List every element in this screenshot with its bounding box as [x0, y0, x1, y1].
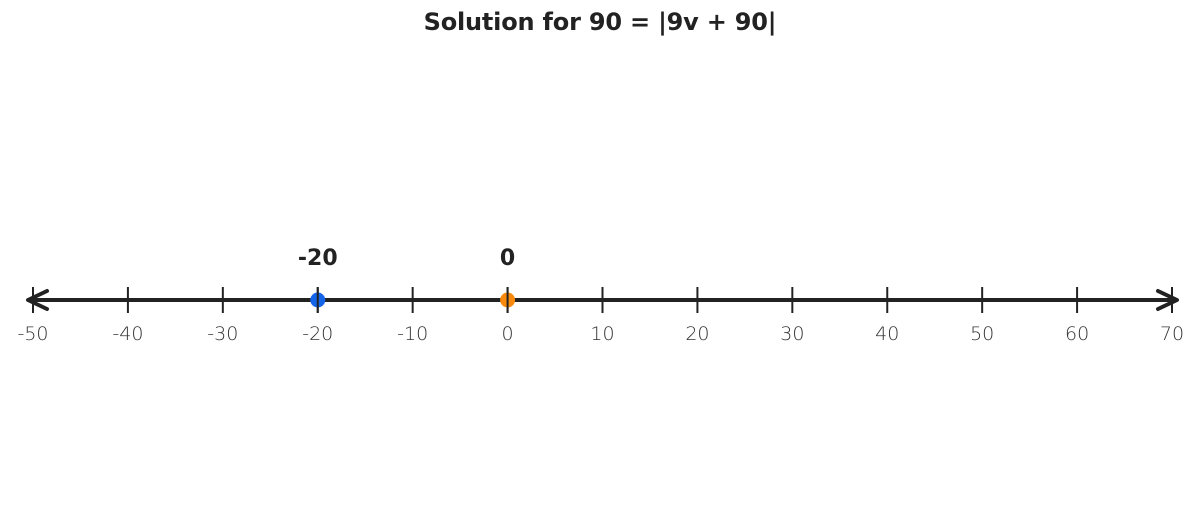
- ticks: -50 -40 -30 -20 -10 0 10 20 30 40 50 60 70: [17, 287, 1184, 345]
- tick-label: -40: [112, 323, 143, 345]
- tick-label: 10: [590, 323, 614, 345]
- tick-label: -10: [397, 323, 428, 345]
- tick-label: -30: [207, 323, 238, 345]
- solution-points: -20 0: [298, 246, 515, 313]
- tick-label: -50: [17, 323, 48, 345]
- tick-label: 30: [780, 323, 804, 345]
- tick-label: 60: [1065, 323, 1089, 345]
- solution-label: -20: [298, 246, 338, 271]
- tick-label: 20: [685, 323, 709, 345]
- tick-label: 40: [875, 323, 899, 345]
- solution-label: 0: [500, 246, 515, 271]
- tick-label: 70: [1160, 323, 1184, 345]
- tick-label: 50: [970, 323, 994, 345]
- right-arrow-icon: [1156, 289, 1179, 311]
- chart-title: Solution for 90 = |9v + 90|: [423, 8, 777, 36]
- tick-label: -20: [302, 323, 333, 345]
- tick-label: 0: [502, 323, 514, 345]
- left-arrow-icon: [26, 289, 49, 311]
